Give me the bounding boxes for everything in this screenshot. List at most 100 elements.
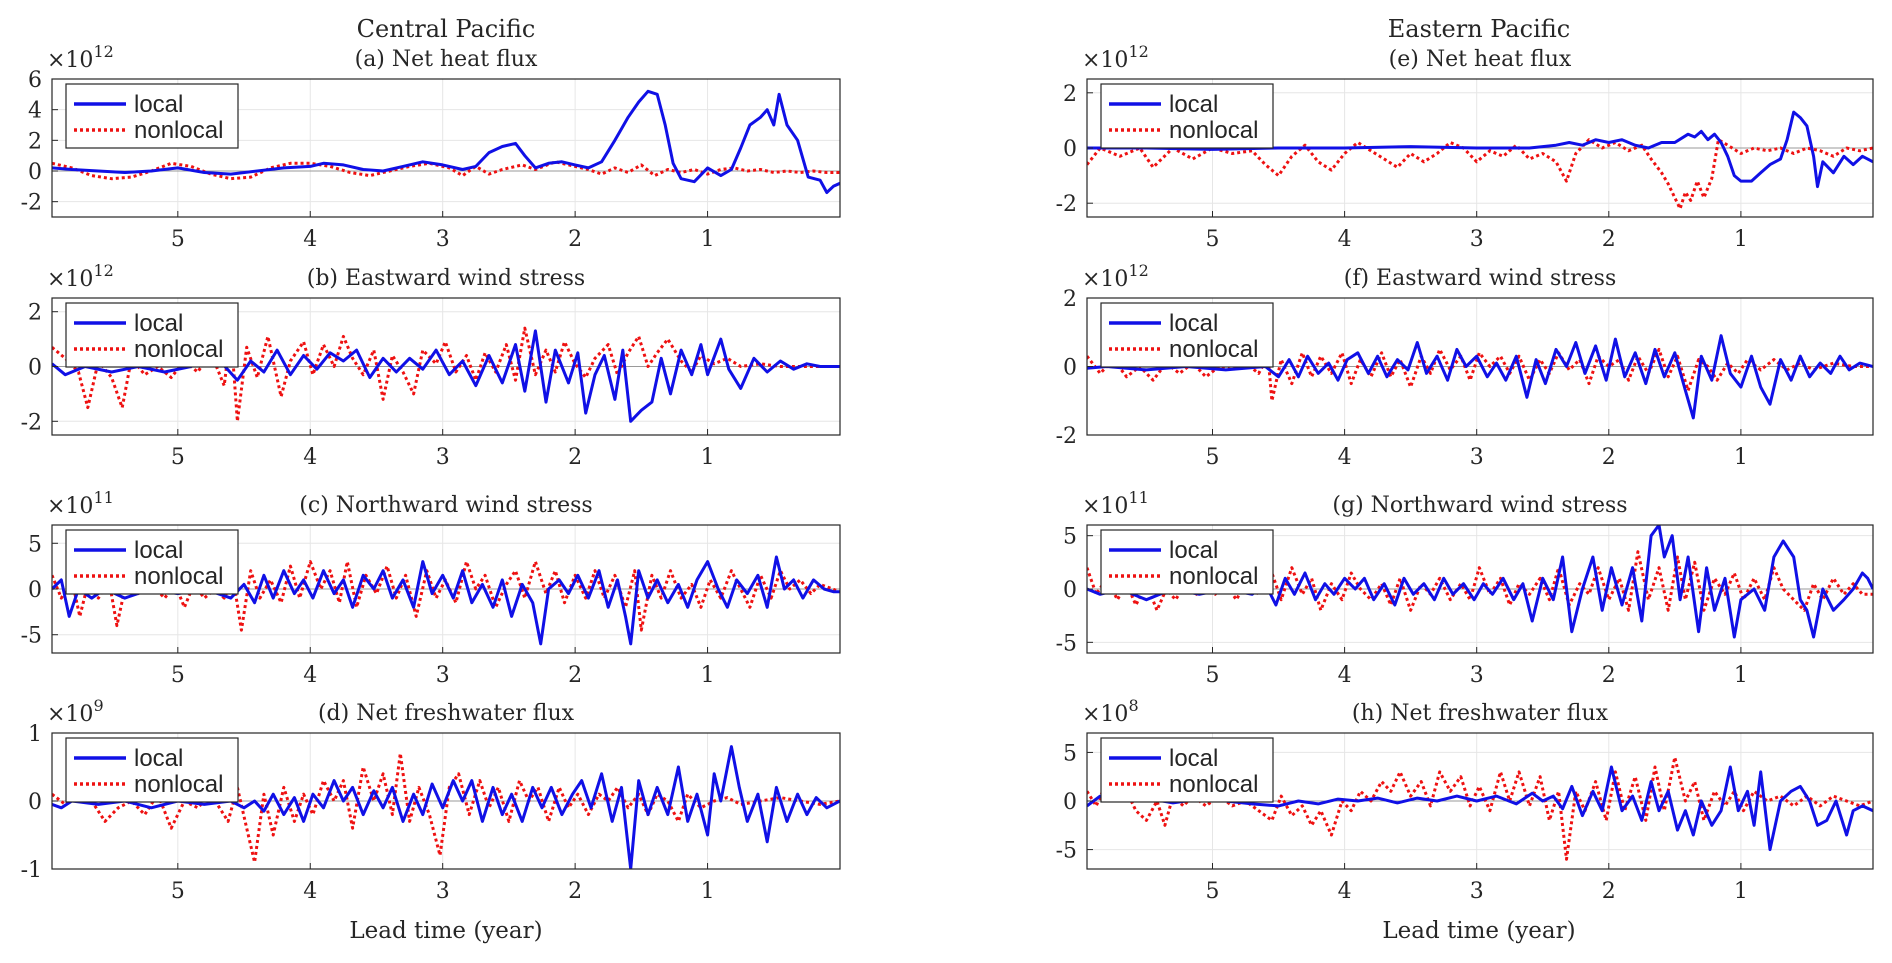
exponent-base: ×10 bbox=[1082, 267, 1128, 292]
legend-label-local: local bbox=[1169, 91, 1218, 118]
y-tick-label: -5 bbox=[21, 624, 42, 649]
exponent-base: ×10 bbox=[1082, 494, 1128, 519]
panel-g: 5 4 3 2 1-505×1011 (g) Northward wind stressl… bbox=[1056, 488, 1874, 688]
legend-box bbox=[1100, 83, 1274, 149]
x-tick-label: 5 bbox=[1205, 445, 1219, 470]
panel-title: (d) Net freshwater flux bbox=[318, 701, 575, 726]
legend-label-nonlocal: nonlocal bbox=[134, 117, 223, 144]
y-tick-label: 4 bbox=[28, 99, 42, 124]
x-tick-label: 4 bbox=[1338, 445, 1352, 470]
x-tick-label: 4 bbox=[303, 227, 317, 252]
y-exponent-label: ×108 bbox=[1082, 696, 1139, 727]
y-tick-label: 0 bbox=[1063, 578, 1077, 603]
legend-box bbox=[65, 737, 239, 803]
y-tick-label: 6 bbox=[28, 68, 42, 93]
x-tick-label: 5 bbox=[1205, 663, 1219, 688]
panel-title: (c) Northward wind stress bbox=[299, 493, 592, 518]
series-line-local bbox=[52, 329, 840, 423]
series-line-local bbox=[1087, 334, 1873, 420]
x-tick-label: 5 bbox=[171, 445, 185, 470]
panel-title: (a) Net heat flux bbox=[355, 47, 538, 72]
exponent-base: ×10 bbox=[1082, 48, 1128, 73]
legend-label-nonlocal: nonlocal bbox=[1169, 563, 1258, 590]
panel-title: (h) Net freshwater flux bbox=[1352, 701, 1609, 726]
x-tick-label: 4 bbox=[1338, 663, 1352, 688]
exponent-power: 12 bbox=[93, 261, 113, 280]
series-line-local bbox=[52, 555, 840, 646]
legend-box bbox=[65, 302, 239, 368]
column-title-central: Central Pacific bbox=[357, 15, 536, 43]
y-tick-label: 2 bbox=[1063, 287, 1077, 312]
legend-box bbox=[65, 529, 239, 595]
x-tick-label: 2 bbox=[568, 227, 582, 252]
x-tick-label: 1 bbox=[701, 445, 715, 470]
legend-box bbox=[1100, 529, 1274, 595]
x-tick-label: 3 bbox=[436, 663, 450, 688]
series-line-local bbox=[1087, 765, 1873, 852]
exponent-power: 11 bbox=[93, 488, 113, 507]
panel-a: 5 4 3 2 1 -2 0 2 4 6×1012 (a) Net heat flux localno… bbox=[21, 42, 841, 252]
y-exponent-label: ×1012 bbox=[1082, 261, 1149, 292]
x-tick-label: 1 bbox=[1734, 663, 1748, 688]
series-line-nonlocal bbox=[1087, 138, 1873, 211]
y-tick-label: 0 bbox=[28, 356, 42, 381]
legend-label-local: local bbox=[1169, 537, 1218, 564]
y-tick-label: -5 bbox=[1056, 839, 1077, 864]
exponent-power: 12 bbox=[93, 42, 113, 61]
x-tick-label: 3 bbox=[1470, 879, 1484, 904]
y-tick-label: 0 bbox=[28, 160, 42, 185]
y-tick-label: 5 bbox=[1063, 525, 1077, 550]
series-line-nonlocal bbox=[52, 160, 840, 181]
y-tick-label: -5 bbox=[1056, 631, 1077, 656]
y-exponent-label: ×1011 bbox=[47, 488, 114, 519]
y-exponent-label: ×1012 bbox=[1082, 42, 1149, 73]
y-tick-label: -2 bbox=[1056, 424, 1077, 449]
panel-d: 5 4 3 2 1-101×109 (d) Net freshwater fluxloca… bbox=[21, 696, 841, 904]
y-exponent-label: ×109 bbox=[47, 696, 104, 727]
x-tick-label: 5 bbox=[1205, 879, 1219, 904]
xlabel-left: Lead time (year) bbox=[349, 918, 542, 944]
x-tick-label: 1 bbox=[701, 663, 715, 688]
axes-box bbox=[51, 78, 841, 218]
legend-label-local: local bbox=[134, 745, 183, 772]
legend-label-local: local bbox=[134, 91, 183, 118]
legend-label-nonlocal: nonlocal bbox=[134, 771, 223, 798]
exponent-base: ×10 bbox=[47, 494, 93, 519]
y-exponent-label: ×1012 bbox=[47, 261, 114, 292]
x-tick-label: 2 bbox=[1602, 879, 1616, 904]
exponent-base: ×10 bbox=[1082, 702, 1128, 727]
legend-box bbox=[65, 83, 239, 149]
x-tick-label: 3 bbox=[1470, 663, 1484, 688]
x-tick-label: 1 bbox=[1734, 227, 1748, 252]
legend-label-nonlocal: nonlocal bbox=[1169, 117, 1258, 144]
y-tick-label: 0 bbox=[1063, 790, 1077, 815]
exponent-base: ×10 bbox=[47, 267, 93, 292]
x-tick-label: 4 bbox=[303, 663, 317, 688]
y-tick-label: -1 bbox=[21, 858, 42, 883]
x-tick-label: 4 bbox=[303, 445, 317, 470]
x-tick-label: 4 bbox=[1338, 879, 1352, 904]
series-line-nonlocal bbox=[1087, 347, 1873, 403]
exponent-power: 8 bbox=[1128, 696, 1138, 715]
x-tick-label: 5 bbox=[171, 879, 185, 904]
y-exponent-label: ×1011 bbox=[1082, 488, 1149, 519]
y-tick-label: 5 bbox=[28, 532, 42, 557]
panel-title: (g) Northward wind stress bbox=[1332, 493, 1627, 518]
panel-b: 5 4 3 2 1-202×1012 (b) Eastward wind stresslo… bbox=[21, 261, 841, 470]
exponent-base: ×10 bbox=[47, 48, 93, 73]
series-line-local bbox=[52, 89, 840, 194]
y-tick-label: -2 bbox=[21, 191, 42, 216]
legend-label-local: local bbox=[1169, 745, 1218, 772]
x-tick-label: 2 bbox=[568, 879, 582, 904]
exponent-base: ×10 bbox=[47, 702, 93, 727]
xlabel-right: Lead time (year) bbox=[1382, 918, 1575, 944]
y-tick-label: 5 bbox=[1063, 741, 1077, 766]
x-tick-label: 2 bbox=[1602, 445, 1616, 470]
column-title-eastern: Eastern Pacific bbox=[1388, 15, 1571, 43]
